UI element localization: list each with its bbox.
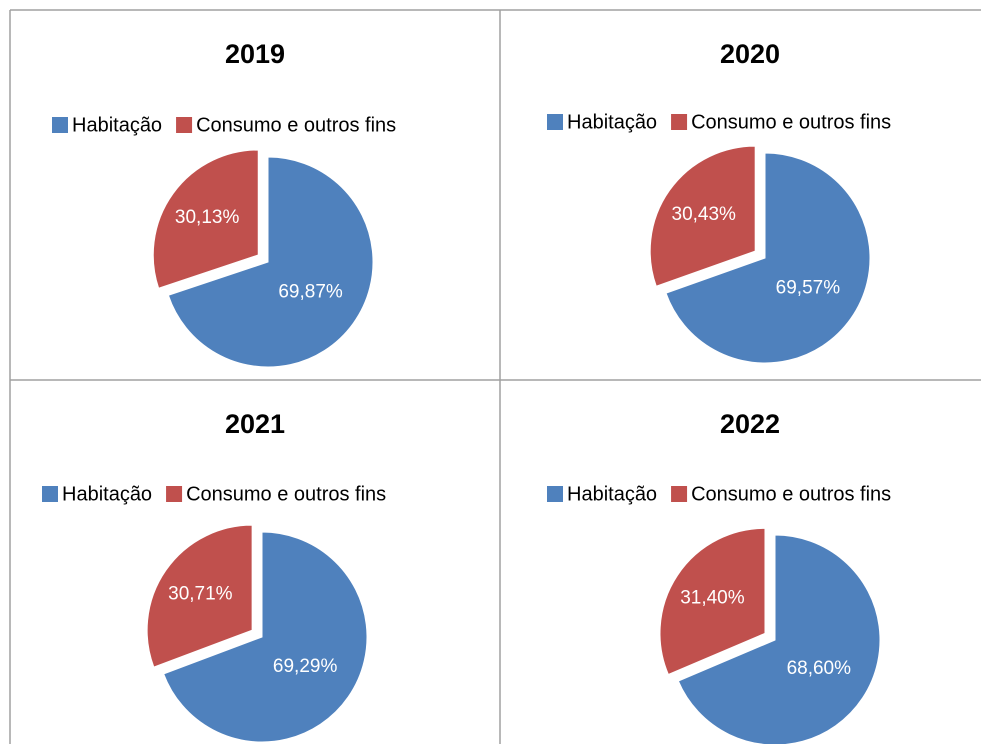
legend-label: Habitação bbox=[72, 114, 162, 136]
pie-slice bbox=[146, 524, 253, 668]
chart-title: 2021 bbox=[225, 409, 285, 439]
legend-swatch bbox=[52, 117, 68, 133]
pie-slice bbox=[649, 145, 756, 287]
legend-swatch bbox=[547, 114, 563, 130]
pie-slice bbox=[163, 531, 368, 743]
data-label: 30,43% bbox=[672, 204, 737, 225]
pie-slice bbox=[167, 156, 374, 368]
legend-label: Consumo e outros fins bbox=[691, 483, 891, 505]
legend-swatch bbox=[176, 117, 193, 133]
pie-slice bbox=[677, 534, 881, 744]
data-label: 69,57% bbox=[776, 277, 841, 298]
data-label: 31,40% bbox=[680, 588, 745, 609]
chart-title: 2019 bbox=[225, 39, 285, 69]
pie-slice bbox=[152, 149, 259, 289]
legend-label: Habitação bbox=[567, 483, 657, 505]
legend-swatch bbox=[671, 486, 688, 502]
legend-swatch bbox=[671, 114, 688, 130]
legend-swatch bbox=[547, 486, 563, 502]
data-label: 69,29% bbox=[273, 656, 338, 677]
legend-label: Consumo e outros fins bbox=[691, 111, 891, 133]
data-label: 30,71% bbox=[168, 583, 233, 604]
legend-swatch bbox=[166, 486, 183, 502]
data-label: 68,60% bbox=[787, 658, 852, 679]
pie-slice bbox=[665, 152, 871, 364]
legend-label: Habitação bbox=[62, 483, 152, 505]
legend-label: Habitação bbox=[567, 111, 657, 133]
data-label: 69,87% bbox=[278, 282, 343, 303]
legend-label: Consumo e outros fins bbox=[196, 114, 396, 136]
data-label: 30,13% bbox=[175, 207, 240, 228]
legend-swatch bbox=[42, 486, 58, 502]
legend-label: Consumo e outros fins bbox=[186, 483, 386, 505]
chart-title: 2022 bbox=[720, 409, 780, 439]
chart-title: 2020 bbox=[720, 39, 780, 69]
pie-slice bbox=[659, 527, 766, 676]
